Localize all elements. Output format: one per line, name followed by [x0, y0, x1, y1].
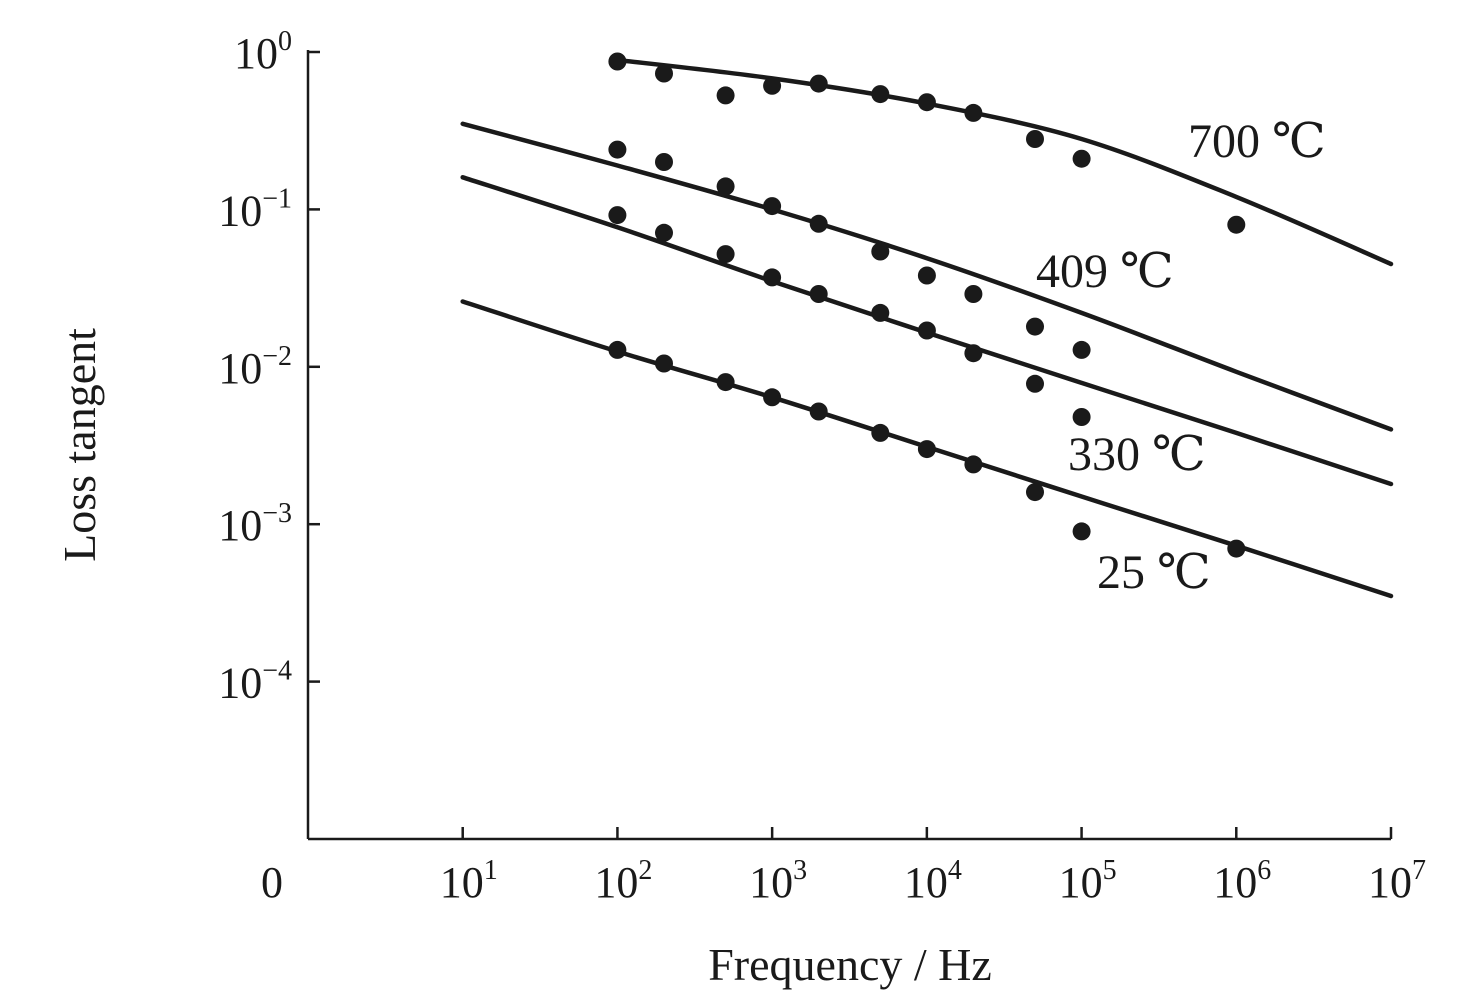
series-label-25: 25 ℃ [1097, 546, 1211, 599]
data-point [763, 268, 782, 287]
data-point [763, 388, 782, 407]
x-tick-label: 102 [594, 855, 652, 907]
data-point [655, 153, 673, 171]
origin-label: 0 [261, 858, 283, 907]
data-point [763, 197, 782, 216]
labels: 0 Frequency / Hz Loss tangent 700 ℃ 409 … [54, 115, 1326, 990]
data-point [871, 242, 890, 261]
data-point [716, 245, 735, 264]
y-tick-label: 100 [234, 26, 292, 78]
axes [306, 50, 1391, 841]
x-tick-label: 101 [440, 855, 498, 907]
data-point [809, 285, 828, 303]
data-point [1072, 340, 1091, 359]
series-label-330: 330 ℃ [1068, 428, 1206, 481]
data-point [1072, 149, 1091, 168]
data-point [871, 85, 890, 104]
fit-curve-series-1 [460, 121, 1394, 432]
data-point [917, 321, 936, 340]
data-point [1227, 539, 1246, 558]
data-point [608, 52, 627, 71]
data-point [716, 86, 735, 105]
data-point [655, 354, 673, 373]
y-tick-label: 10−4 [218, 656, 292, 708]
y-tick-label: 10−2 [218, 341, 292, 393]
data-point [608, 340, 627, 359]
data-point [809, 74, 828, 93]
data-point [871, 423, 890, 442]
x-tick-label: 107 [1368, 855, 1426, 907]
data-point [1026, 374, 1044, 393]
data-point [964, 285, 983, 303]
data-point [716, 373, 735, 392]
data-point [608, 206, 627, 225]
data-point [655, 64, 673, 83]
data-point [608, 140, 627, 159]
data-point [917, 440, 936, 459]
data-point [1026, 483, 1044, 502]
data-point [871, 303, 890, 322]
x-tick-label: 104 [904, 855, 962, 907]
data-point [809, 402, 828, 421]
y-axis-label: Loss tangent [54, 328, 105, 562]
series-label-409: 409 ℃ [1036, 245, 1174, 298]
ticks: 101 102 103 104 105 106 107 100 10−1 10−2 10−3 10−4 [218, 26, 1426, 907]
data-point [655, 223, 673, 242]
y-tick-label: 10−1 [218, 183, 292, 235]
data-point [809, 214, 828, 233]
x-axis-label: Frequency / Hz [708, 939, 992, 990]
data-point [917, 93, 936, 112]
data-point [964, 344, 983, 363]
data-point [716, 177, 735, 196]
data-point [763, 76, 782, 95]
series-label-700: 700 ℃ [1188, 115, 1326, 168]
data-point [964, 103, 983, 122]
data-point [964, 455, 983, 474]
data-point [1072, 408, 1091, 426]
x-tick-label: 105 [1059, 855, 1117, 907]
data-point [1072, 522, 1091, 541]
x-tick-label: 106 [1213, 855, 1271, 907]
y-tick-label: 10−3 [218, 498, 292, 550]
data-point [1026, 130, 1044, 148]
fit-curve-series-0 [615, 57, 1394, 267]
data-point [917, 266, 936, 285]
data-point [1026, 317, 1044, 336]
x-tick-label: 103 [749, 855, 807, 907]
data-point [1227, 215, 1246, 234]
data-points [608, 52, 1246, 558]
